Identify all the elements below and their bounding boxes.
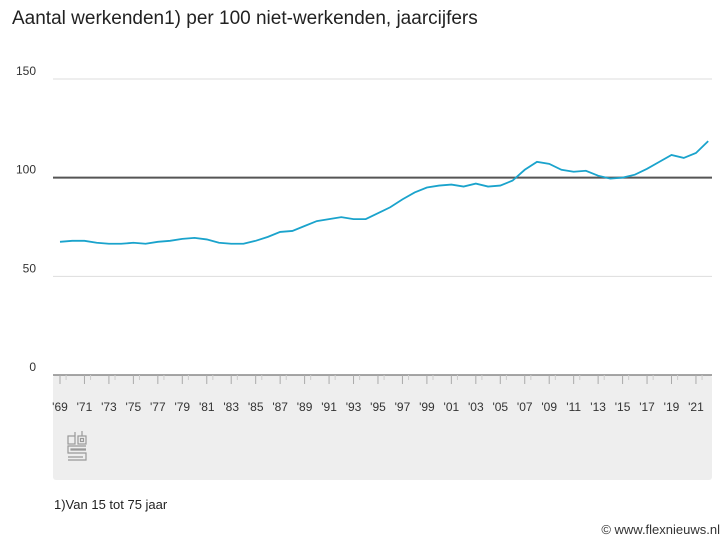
x-tick-label: '77 xyxy=(150,400,166,414)
x-tick-label: '83 xyxy=(223,400,239,414)
x-tick-label: '07 xyxy=(517,400,533,414)
x-tick-label: '09 xyxy=(541,400,557,414)
y-tick-label: 50 xyxy=(23,261,37,275)
x-tick-label: '89 xyxy=(297,400,313,414)
x-tick-label: '05 xyxy=(492,400,508,414)
x-tick-label: '69 xyxy=(52,400,68,414)
x-tick-label: '81 xyxy=(199,400,215,414)
x-tick-label: '11 xyxy=(566,400,581,414)
x-tick-label: '71 xyxy=(77,400,93,414)
chart-title: Aantal werkenden1) per 100 niet-werkende… xyxy=(12,8,478,29)
x-tick-label: '01 xyxy=(444,400,460,414)
x-axis-band xyxy=(53,375,712,480)
x-tick-label: '93 xyxy=(346,400,362,414)
y-tick-label: 150 xyxy=(16,64,36,78)
y-tick-label: 100 xyxy=(16,163,36,177)
x-tick-label: '91 xyxy=(321,400,337,414)
x-tick-label: '73 xyxy=(101,400,117,414)
cbs-logo xyxy=(67,431,87,461)
x-tick-label: '19 xyxy=(664,400,680,414)
x-tick-label: '21 xyxy=(688,400,704,414)
x-tick-label: '99 xyxy=(419,400,435,414)
x-tick-label: '95 xyxy=(370,400,386,414)
x-tick-label: '75 xyxy=(126,400,142,414)
x-tick-label: '17 xyxy=(639,400,655,414)
y-tick-label: 0 xyxy=(29,360,36,374)
footnote: 1)Van 15 tot 75 jaar xyxy=(54,497,168,512)
credit: © www.flexnieuws.nl xyxy=(601,522,720,537)
x-tick-label: '03 xyxy=(468,400,484,414)
x-tick-label: '97 xyxy=(395,400,411,414)
x-tick-label: '87 xyxy=(272,400,288,414)
series-line xyxy=(59,140,709,245)
x-tick-label: '79 xyxy=(174,400,190,414)
x-tick-label: '15 xyxy=(615,400,631,414)
x-tick-label: '85 xyxy=(248,400,264,414)
x-tick-label: '13 xyxy=(590,400,606,414)
